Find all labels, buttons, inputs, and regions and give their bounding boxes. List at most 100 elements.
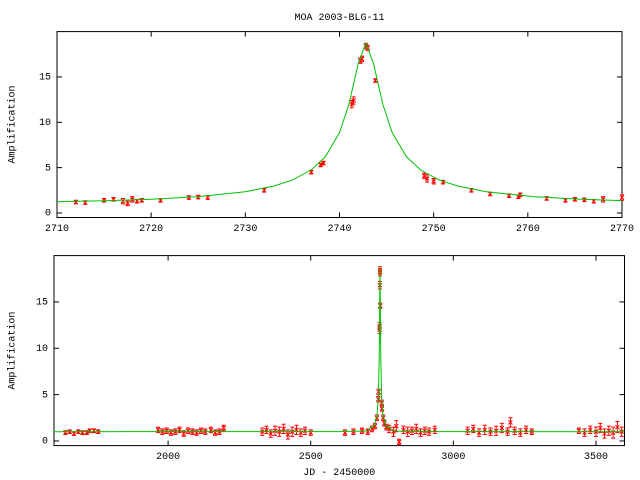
data-point	[393, 420, 399, 433]
data-point	[401, 425, 406, 435]
data-point	[396, 438, 402, 446]
data-point	[91, 428, 97, 434]
data-point	[374, 414, 380, 422]
y-tick-label: 5	[45, 163, 51, 174]
y-tick-label: 10	[39, 118, 51, 129]
data-point	[493, 425, 499, 436]
x-tick-label: 2750	[422, 224, 446, 235]
data-point	[73, 199, 79, 205]
data-point	[369, 425, 375, 433]
data-point	[139, 197, 145, 203]
data-point	[285, 429, 291, 440]
x-tick-label: 2740	[327, 224, 351, 235]
x-tick-label: 2720	[139, 224, 163, 235]
data-point	[482, 424, 488, 435]
data-point	[87, 428, 93, 434]
x-tick-label: 2710	[45, 224, 69, 235]
data-point	[342, 429, 348, 436]
y-tick-label: 5	[42, 390, 48, 401]
data-point	[177, 426, 182, 434]
data-point	[351, 96, 356, 105]
data-point	[212, 429, 218, 436]
y-tick-label: 15	[39, 73, 51, 84]
data-point	[386, 424, 392, 434]
data-point	[268, 429, 274, 438]
x-tick-label: 2000	[156, 452, 180, 463]
data-point	[413, 423, 419, 435]
data-point	[294, 424, 299, 435]
data-point	[440, 179, 446, 185]
x-tick-label: 2500	[299, 452, 323, 463]
data-point	[470, 424, 476, 434]
data-point	[499, 422, 505, 434]
data-point	[582, 428, 587, 437]
data-point	[281, 423, 286, 435]
data-point	[261, 187, 267, 193]
x-tick-label: 2760	[516, 224, 540, 235]
data-point	[544, 196, 550, 201]
data-point	[198, 427, 204, 435]
data-point	[120, 197, 126, 205]
data-point	[80, 430, 85, 435]
data-point	[264, 425, 269, 435]
data-point	[587, 425, 593, 435]
data-point	[208, 426, 214, 434]
data-point	[381, 420, 387, 427]
data-point	[298, 428, 304, 437]
x-tick-label: 2730	[233, 224, 257, 235]
data-point	[591, 198, 597, 204]
data-point	[602, 428, 607, 439]
data-point	[487, 191, 493, 197]
data-point	[168, 429, 174, 436]
model-curve	[56, 41, 623, 203]
chart-title: MOA 2003-BLG-11	[294, 13, 384, 24]
data-point	[468, 187, 474, 193]
data-point	[158, 197, 163, 203]
data-point	[432, 425, 438, 435]
data-point	[321, 160, 326, 166]
data-point	[391, 426, 396, 437]
data-point	[372, 78, 378, 83]
data-point	[563, 197, 568, 203]
data-point	[308, 429, 314, 436]
y-axis-label: Amplification	[7, 86, 19, 164]
data-point	[82, 200, 88, 205]
data-point	[523, 425, 529, 435]
data-point	[597, 422, 603, 434]
data-point	[205, 195, 211, 200]
data-point	[221, 424, 227, 432]
data-point	[424, 174, 430, 183]
y-tick-label: 10	[36, 344, 48, 355]
data-point	[518, 428, 523, 437]
data-point	[619, 194, 625, 201]
plot-frame	[53, 255, 625, 447]
data-point	[380, 414, 386, 422]
data-point	[615, 421, 620, 434]
data-point	[606, 425, 612, 436]
data-point	[372, 422, 378, 430]
data-point	[418, 428, 423, 437]
data-point	[365, 428, 371, 435]
data-point	[185, 427, 191, 435]
data-point	[431, 178, 437, 185]
y-tick-label: 15	[36, 298, 48, 309]
data-point	[164, 427, 170, 435]
x-tick-label: 3000	[441, 452, 465, 463]
data-point	[409, 426, 415, 435]
data-point	[610, 426, 616, 439]
y-tick-label: 0	[42, 437, 48, 448]
data-point	[272, 425, 278, 436]
data-point	[506, 193, 512, 199]
data-point	[476, 428, 482, 437]
x-tick-label: 2770	[610, 224, 634, 235]
data-point	[194, 429, 199, 436]
data-point	[422, 426, 428, 435]
data-point	[576, 427, 582, 435]
data-point	[155, 426, 161, 434]
data-point	[318, 162, 324, 168]
data-point	[508, 417, 513, 428]
data-point	[181, 430, 187, 437]
data-point	[71, 431, 77, 436]
data-point	[111, 197, 116, 202]
